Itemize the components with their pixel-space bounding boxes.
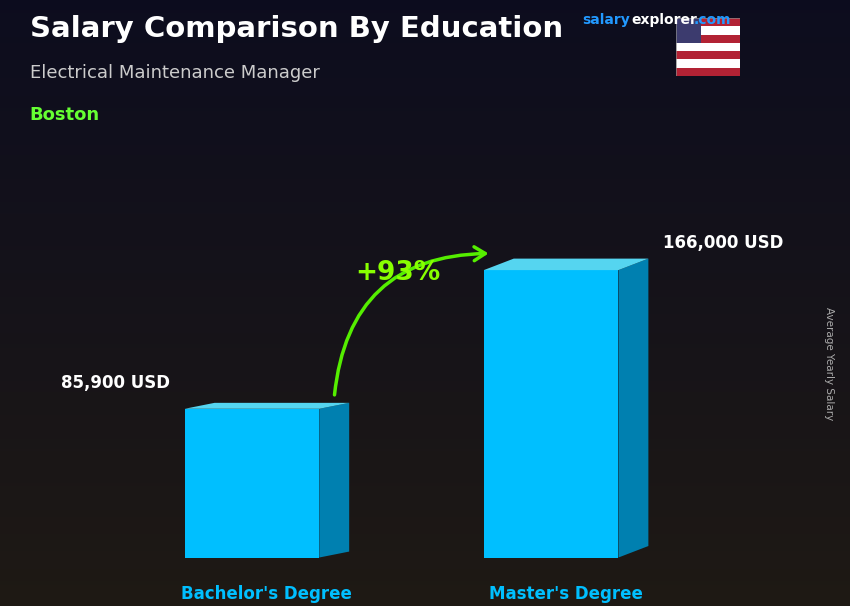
Polygon shape bbox=[484, 270, 619, 558]
Bar bbox=[676, 51, 740, 59]
Text: Average Yearly Salary: Average Yearly Salary bbox=[824, 307, 834, 420]
Polygon shape bbox=[320, 403, 349, 558]
Text: .com: .com bbox=[694, 13, 731, 27]
Text: explorer: explorer bbox=[632, 13, 697, 27]
Text: Master's Degree: Master's Degree bbox=[489, 585, 643, 603]
Text: 166,000 USD: 166,000 USD bbox=[663, 234, 784, 251]
Bar bbox=[676, 59, 740, 67]
Text: salary: salary bbox=[582, 13, 630, 27]
Bar bbox=[676, 35, 740, 43]
Text: +93%: +93% bbox=[355, 261, 440, 287]
Bar bbox=[676, 18, 701, 43]
Text: 85,900 USD: 85,900 USD bbox=[60, 375, 170, 393]
Text: Salary Comparison By Education: Salary Comparison By Education bbox=[30, 15, 563, 43]
Polygon shape bbox=[619, 259, 649, 558]
Bar bbox=[676, 27, 740, 35]
Bar bbox=[676, 18, 740, 27]
Text: Bachelor's Degree: Bachelor's Degree bbox=[181, 585, 353, 603]
Polygon shape bbox=[184, 409, 320, 558]
Bar bbox=[676, 43, 740, 51]
Polygon shape bbox=[484, 259, 649, 270]
Polygon shape bbox=[184, 403, 349, 409]
Text: Electrical Maintenance Manager: Electrical Maintenance Manager bbox=[30, 64, 320, 82]
Bar bbox=[676, 67, 740, 76]
Text: Boston: Boston bbox=[30, 106, 100, 124]
